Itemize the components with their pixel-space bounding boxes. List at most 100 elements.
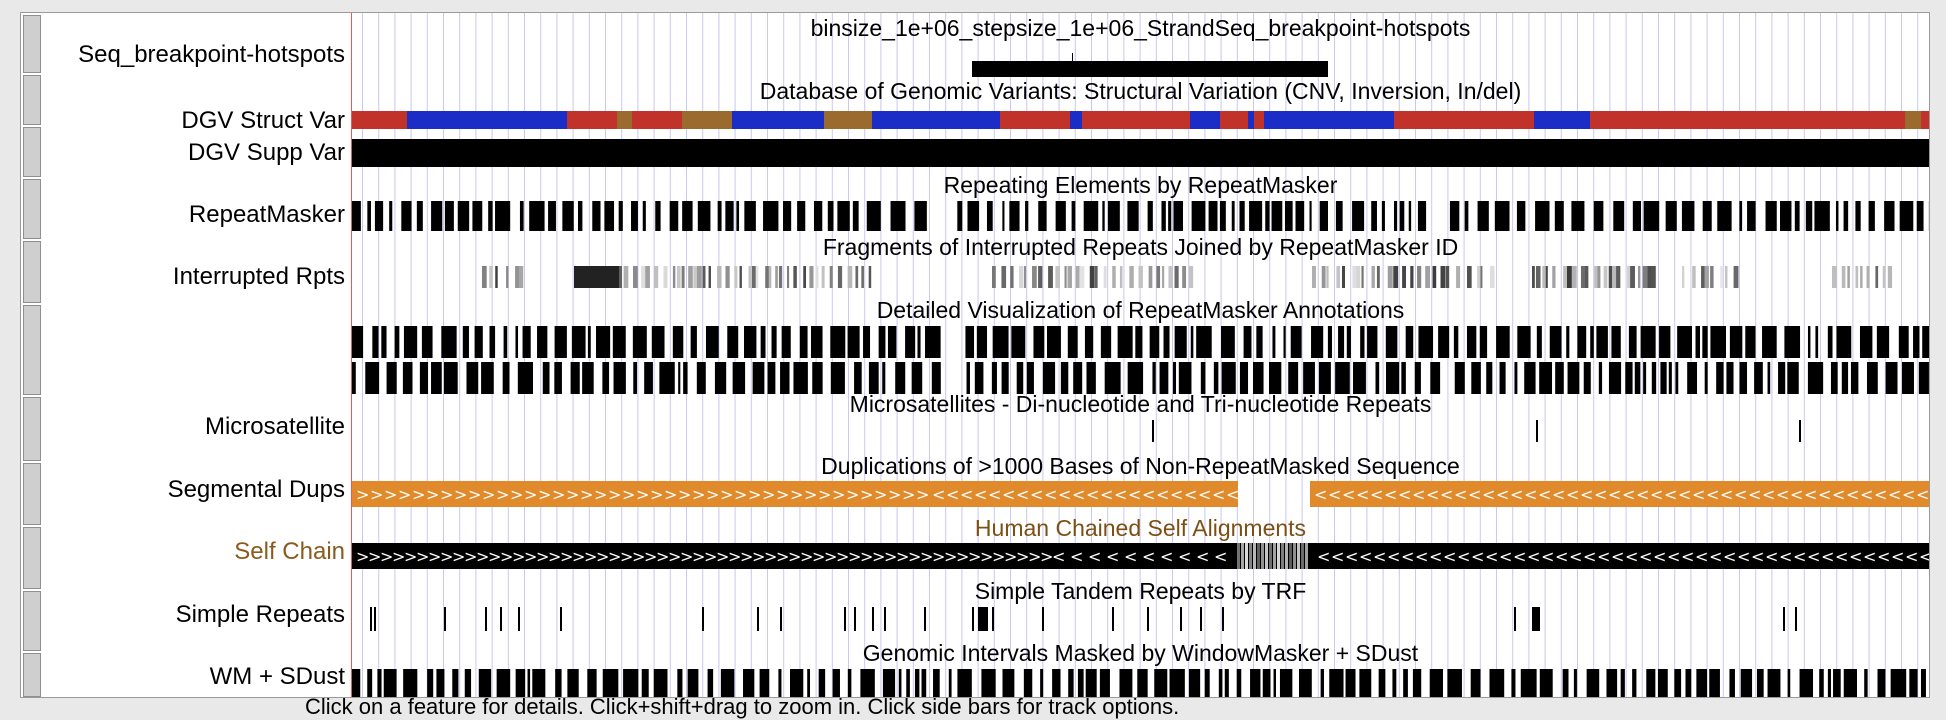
strand-chevron: < xyxy=(1513,547,1526,566)
interrupted-repeat xyxy=(1425,266,1430,288)
track-rmsk-detailed[interactable] xyxy=(352,324,1929,398)
interrupted-repeat xyxy=(1372,266,1375,288)
track-side-button[interactable] xyxy=(23,527,41,589)
repeat-element xyxy=(1319,362,1331,394)
repeat-element xyxy=(1808,362,1823,394)
repeat-element xyxy=(562,201,573,231)
repeat-element xyxy=(1860,326,1872,358)
interrupted-repeat xyxy=(992,266,996,288)
strand-chevron: < xyxy=(1695,547,1708,566)
strand-chevron: > xyxy=(734,485,747,504)
tandem-repeat xyxy=(884,607,886,631)
repeat-element xyxy=(1836,201,1838,231)
interrupted-repeat xyxy=(830,266,833,288)
repeat-element xyxy=(1696,326,1700,358)
repeat-element xyxy=(736,201,739,231)
interrupted-repeat xyxy=(1701,266,1705,288)
track-label-microsat[interactable]: Microsatellite xyxy=(205,413,345,441)
repeat-element xyxy=(495,201,510,231)
strand-chevron: < xyxy=(1779,547,1792,566)
repeat-element xyxy=(420,362,428,394)
track-label-repeatmasker[interactable]: RepeatMasker xyxy=(189,201,345,229)
strand-chevron: < xyxy=(1468,485,1481,504)
repeat-element xyxy=(957,201,962,231)
interrupted-repeat xyxy=(1604,266,1608,288)
track-label-simple-repeats[interactable]: Simple Repeats xyxy=(176,601,345,629)
repeat-element xyxy=(1209,201,1218,231)
track-side-button[interactable] xyxy=(23,75,41,125)
track-label-wm-sdust[interactable]: WM + SDust xyxy=(210,663,345,691)
dgv-variant xyxy=(1590,111,1905,129)
track-segdups[interactable]: >>>>>>>>>>>>>>>>>>>>>>>>>>>>>>>>>>>>>>>>… xyxy=(352,479,1929,511)
track-side-button[interactable] xyxy=(23,179,41,239)
tandem-repeat xyxy=(560,607,562,631)
track-side-button[interactable] xyxy=(23,653,41,697)
track-label-dgv-struct[interactable]: DGV Struct Var xyxy=(181,107,345,135)
repeat-element xyxy=(1418,326,1433,358)
repeat-element xyxy=(532,669,545,697)
dgv-variant xyxy=(732,111,824,129)
interrupted-repeat xyxy=(1467,266,1472,288)
track-side-button[interactable] xyxy=(23,241,41,303)
track-hotspots[interactable] xyxy=(352,47,1929,77)
strand-chevron: < xyxy=(1384,485,1397,504)
repeat-element xyxy=(1232,201,1235,231)
repeat-element xyxy=(967,201,979,231)
repeat-element xyxy=(654,669,668,697)
repeat-element xyxy=(1780,201,1791,231)
tandem-repeat xyxy=(780,607,782,631)
repeat-element xyxy=(1709,669,1720,697)
interrupted-repeat xyxy=(641,266,645,288)
track-area[interactable]: binsize_1e+06_stepsize_1e+06_StrandSeq_b… xyxy=(352,13,1929,697)
tandem-repeat xyxy=(1514,607,1516,631)
repeat-element xyxy=(1084,201,1099,231)
repeat-element xyxy=(1179,362,1192,394)
repeat-element xyxy=(1658,669,1668,697)
track-selfchain[interactable]: >>>>>>>>>>>>>>>>>>>>>>>>>>>>>>>>>>>>>>>>… xyxy=(352,541,1929,573)
interrupted-repeat xyxy=(1705,266,1709,288)
track-label-selfchain[interactable]: Self Chain xyxy=(234,538,345,566)
self-chain-fragment xyxy=(1289,543,1292,569)
genome-browser-image[interactable]: Seq_breakpoint-hotspots DGV Struct Var D… xyxy=(20,12,1930,698)
track-simple-repeats[interactable] xyxy=(352,605,1929,637)
repeat-element xyxy=(1886,362,1898,394)
repeat-element xyxy=(587,669,596,697)
track-label-hotspots[interactable]: Seq_breakpoint-hotspots xyxy=(78,41,345,69)
repeat-element xyxy=(1027,362,1034,394)
strand-chevron: < xyxy=(1751,547,1764,566)
track-label-interrupted[interactable]: Interrupted Rpts xyxy=(173,263,345,291)
repeat-element xyxy=(883,669,895,697)
repeat-element xyxy=(1128,362,1143,394)
track-side-button[interactable] xyxy=(23,591,41,651)
track-interrupted[interactable] xyxy=(352,261,1929,293)
repeat-element xyxy=(613,326,626,358)
interrupted-repeat xyxy=(633,266,638,288)
track-label-segdups[interactable]: Segmental Dups xyxy=(168,476,345,504)
track-repeatmasker[interactable] xyxy=(352,199,1929,233)
track-dgv-struct[interactable] xyxy=(352,109,1929,131)
repeat-element xyxy=(1219,669,1223,697)
repeat-element xyxy=(515,326,518,358)
track-side-button[interactable] xyxy=(23,127,41,177)
track-side-button[interactable] xyxy=(23,397,41,461)
track-side-button[interactable] xyxy=(23,15,41,73)
track-side-button[interactable] xyxy=(23,305,41,395)
repeat-element xyxy=(614,362,626,394)
repeat-element xyxy=(1666,201,1677,231)
repeat-element xyxy=(1328,326,1332,358)
repeat-element xyxy=(1222,362,1236,394)
track-side-button[interactable] xyxy=(23,463,41,525)
repeat-element xyxy=(1867,362,1878,394)
repeat-element xyxy=(708,669,714,697)
repeat-element xyxy=(1335,362,1350,394)
track-microsat[interactable] xyxy=(352,418,1929,450)
strand-chevron: > xyxy=(580,485,593,504)
track-wm-sdust[interactable] xyxy=(352,667,1929,697)
repeat-element xyxy=(965,326,974,358)
repeat-element xyxy=(1540,669,1553,697)
repeat-element xyxy=(1611,326,1620,358)
track-label-dgv-supp[interactable]: DGV Supp Var xyxy=(188,139,345,167)
repeat-element xyxy=(1828,669,1831,697)
repeat-element xyxy=(1160,362,1169,394)
track-dgv-supp[interactable] xyxy=(352,137,1929,169)
